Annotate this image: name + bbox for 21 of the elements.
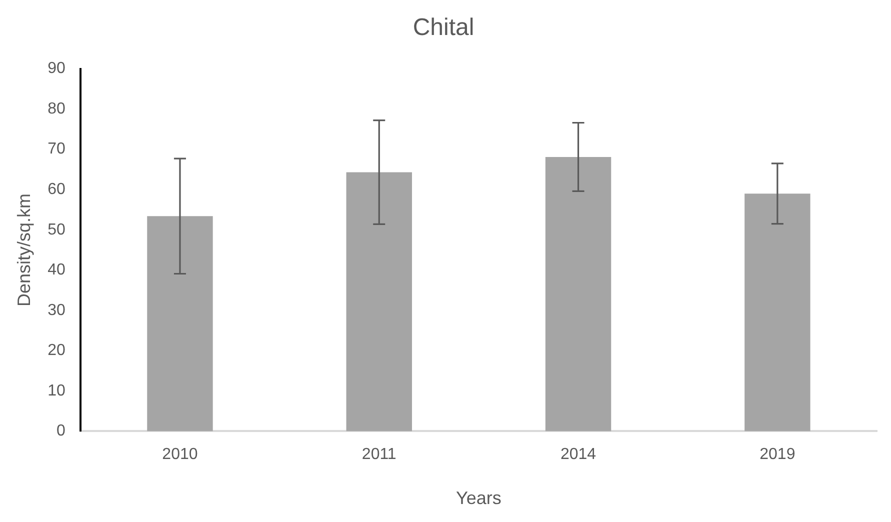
bar [545,156,612,432]
x-axis-title: Years [456,488,502,508]
y-tick-label: 0 [56,422,66,440]
bar [744,194,810,432]
y-tick-label: 90 [48,60,66,78]
x-tick-label: 2011 [362,446,396,464]
y-axis-title: Density/sq.km [14,193,34,307]
bar [147,216,213,432]
y-tick-label: 40 [48,262,66,279]
x-tick-label: 2014 [560,446,596,464]
x-tick-label: 2010 [162,446,198,464]
y-tick-label: 60 [48,181,66,198]
y-tick-label: 30 [48,302,66,319]
y-tick-label: 20 [48,342,66,360]
y-tick-label: 70 [48,140,66,158]
x-tick-label: 2019 [760,446,796,464]
y-tick-label: 50 [48,221,66,238]
chart-title: Chital [412,14,474,42]
bar [346,172,412,432]
y-tick-label: 10 [48,382,66,400]
y-tick-label: 80 [48,100,66,118]
